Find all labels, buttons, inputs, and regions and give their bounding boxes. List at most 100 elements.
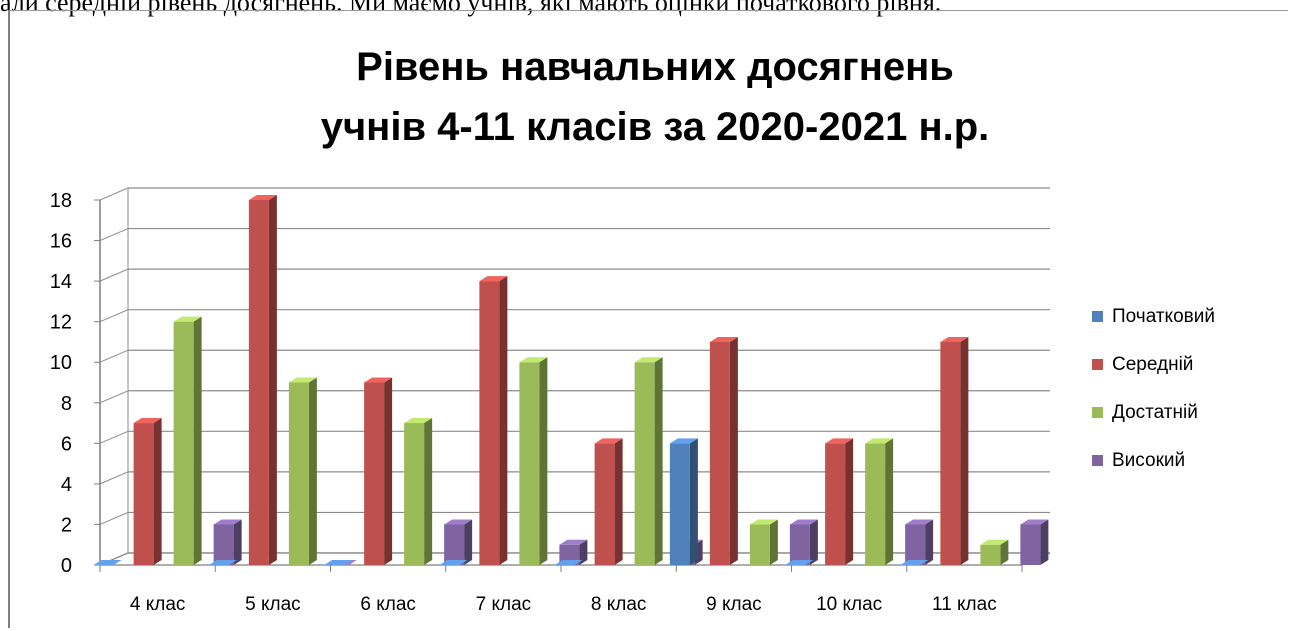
legend-label: Середній <box>1112 354 1193 375</box>
bar-front <box>173 321 194 565</box>
bar-side <box>193 316 202 565</box>
y-tick-label: 8 <box>61 393 72 415</box>
bar-front <box>749 524 770 565</box>
chart-frame <box>8 10 1288 628</box>
bar-front <box>288 382 309 565</box>
x-category-label: 10 клас <box>816 594 882 615</box>
bar-front <box>865 443 886 565</box>
legend-swatch <box>1092 311 1103 322</box>
legend-label: Достатній <box>1112 402 1198 423</box>
legend-swatch <box>1092 455 1103 466</box>
x-category-label: 9 клас <box>706 594 762 615</box>
bar-top <box>444 519 473 525</box>
bar-side <box>268 195 277 565</box>
y-tick-label: 16 <box>50 231 72 253</box>
bar-side <box>614 438 623 565</box>
bar-side <box>769 519 778 565</box>
bar <box>634 357 663 565</box>
bar-top <box>709 336 738 342</box>
y-tick-label: 10 <box>50 352 72 374</box>
bar <box>940 336 969 565</box>
bar-side <box>654 357 663 565</box>
bar-front <box>559 544 580 565</box>
bar-top <box>133 418 162 424</box>
chart-title-line-1: Рівень навчальних досягнень <box>356 45 954 89</box>
bar-top <box>789 519 818 525</box>
y-tick-label: 2 <box>61 514 72 536</box>
bar-side <box>153 418 162 565</box>
bar-side <box>809 519 818 565</box>
bar-front <box>825 443 846 565</box>
bar-side <box>384 377 393 565</box>
bar-side <box>729 336 738 565</box>
legend-label: Високий <box>1112 450 1185 471</box>
bar <box>479 276 508 565</box>
bar <box>173 316 202 565</box>
bar-top <box>519 357 548 363</box>
bar-top <box>93 560 122 565</box>
bar-top <box>905 519 934 525</box>
bar-front <box>133 423 154 565</box>
gridline-depth <box>99 309 129 323</box>
bar-front <box>404 423 425 565</box>
bar <box>288 377 317 565</box>
bar-top <box>865 438 894 444</box>
bar-side <box>1040 519 1049 565</box>
bars <box>93 195 1049 566</box>
bar <box>133 418 162 565</box>
bar <box>709 336 738 565</box>
bar-side <box>689 438 698 565</box>
gridline-depth <box>99 228 129 242</box>
bar-front <box>980 544 1001 565</box>
bar <box>208 560 237 566</box>
x-category-label: 4 клас <box>130 594 186 615</box>
gridlines <box>99 187 1050 566</box>
y-tick-label: 0 <box>61 555 72 577</box>
bar-side <box>464 519 473 565</box>
bar-side <box>539 357 548 565</box>
bar <box>825 438 854 565</box>
bar-front <box>479 281 500 565</box>
gridline-depth <box>99 187 129 201</box>
bar-top <box>364 377 393 383</box>
bar-side <box>499 276 508 565</box>
bar-side <box>579 539 588 565</box>
bar-top <box>479 276 508 282</box>
bar-front <box>905 524 926 565</box>
bar <box>749 519 778 565</box>
bar <box>213 519 242 565</box>
bar <box>594 438 623 565</box>
y-tick-label: 6 <box>61 433 72 455</box>
bar-front <box>940 341 961 565</box>
bar-top <box>404 418 433 424</box>
bar-side <box>308 377 317 565</box>
gridline-depth <box>99 471 129 485</box>
bar <box>439 560 468 566</box>
bar-front <box>594 443 615 565</box>
bar-top <box>785 560 814 565</box>
y-tick-label: 14 <box>50 271 72 293</box>
bar-side <box>845 438 854 565</box>
bar <box>93 560 122 566</box>
axes <box>94 188 1051 572</box>
bar-front <box>709 341 730 565</box>
bar-front <box>213 524 234 565</box>
legend-item: Достатній <box>1092 402 1198 423</box>
bar <box>865 438 894 565</box>
x-category-label: 11 клас <box>932 594 997 615</box>
gridline-depth <box>99 268 129 282</box>
legend-item: Початковий <box>1092 306 1215 327</box>
bar-front <box>444 524 465 565</box>
bar <box>559 539 588 565</box>
bar-side <box>925 519 934 565</box>
bar-side <box>424 418 433 565</box>
legend-label: Початковий <box>1112 306 1215 327</box>
x-category-label: 6 клас <box>360 594 416 615</box>
y-tick-labels: 0 2 4 6 8 10 12 14 16 18 <box>50 190 72 577</box>
bar-side <box>885 438 894 565</box>
bar-side <box>1000 539 1009 565</box>
bar-top <box>208 560 237 565</box>
bar-top <box>940 336 969 342</box>
bar <box>519 357 548 565</box>
x-category-label: 7 клас <box>476 594 532 615</box>
